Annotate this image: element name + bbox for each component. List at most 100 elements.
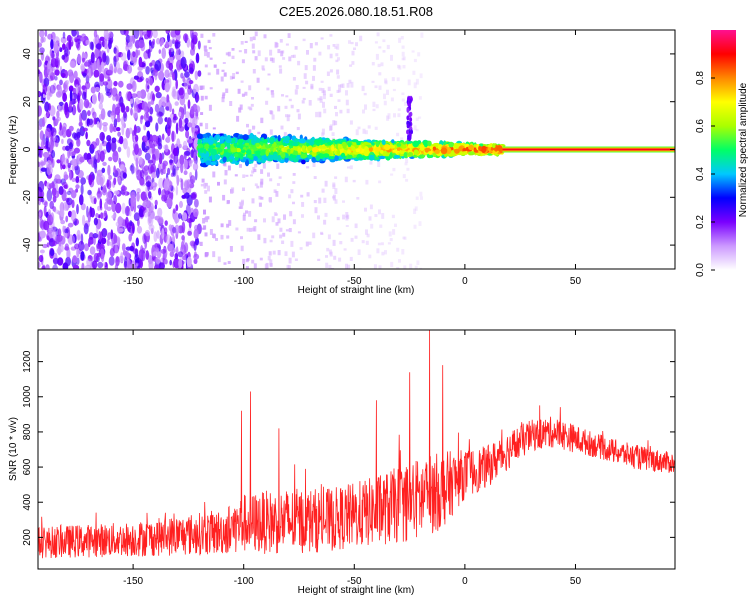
faint-noise-cell bbox=[326, 71, 330, 76]
noise-cell bbox=[122, 250, 128, 256]
noise-cell bbox=[139, 169, 145, 179]
noise-cell bbox=[106, 179, 112, 190]
faint-noise-cell bbox=[204, 95, 208, 100]
noise-cell bbox=[48, 209, 51, 216]
faint-noise-cell bbox=[380, 242, 384, 246]
echo-cell bbox=[432, 152, 437, 157]
noise-cell bbox=[164, 227, 168, 235]
noise-cell bbox=[173, 113, 177, 119]
faint-noise-cell bbox=[253, 226, 257, 232]
faint-noise-cell bbox=[350, 81, 354, 88]
faint-noise-cell bbox=[401, 51, 405, 57]
noise-cell bbox=[149, 62, 153, 67]
noise-cell bbox=[126, 222, 131, 232]
faint-noise-cell bbox=[362, 128, 366, 134]
noise-cell bbox=[167, 167, 171, 176]
noise-cell bbox=[83, 98, 90, 109]
noise-cell bbox=[134, 258, 140, 264]
noise-cell bbox=[187, 230, 193, 236]
faint-noise-cell bbox=[224, 146, 228, 150]
faint-noise-cell bbox=[362, 109, 365, 114]
noise-cell bbox=[50, 39, 54, 50]
noise-cell bbox=[64, 101, 69, 113]
noise-cell bbox=[85, 131, 88, 140]
noise-cell bbox=[145, 66, 150, 75]
noise-cell bbox=[157, 207, 163, 218]
echo-cell bbox=[496, 145, 503, 151]
faint-noise-cell bbox=[401, 249, 405, 255]
noise-cell bbox=[134, 143, 139, 156]
faint-noise-cell bbox=[246, 258, 250, 261]
faint-noise-cell bbox=[282, 57, 286, 60]
faint-noise-cell bbox=[363, 92, 367, 96]
faint-noise-cell bbox=[390, 97, 394, 102]
faint-noise-cell bbox=[265, 100, 269, 105]
echo-cell bbox=[242, 134, 249, 141]
noise-cell bbox=[107, 164, 111, 177]
faint-noise-cell bbox=[350, 41, 354, 45]
faint-noise-cell bbox=[251, 170, 255, 174]
faint-noise-cell bbox=[413, 125, 417, 131]
faint-noise-cell bbox=[351, 61, 355, 65]
noise-cell bbox=[193, 36, 197, 45]
snr-x-tick-label: -150 bbox=[123, 576, 143, 587]
faint-noise-cell bbox=[374, 85, 378, 89]
faint-noise-cell bbox=[256, 77, 260, 83]
faint-noise-cell bbox=[288, 98, 292, 102]
noise-cell bbox=[184, 180, 190, 191]
faint-noise-cell bbox=[222, 62, 226, 64]
noise-cell bbox=[81, 109, 87, 121]
noise-cell bbox=[94, 86, 101, 92]
noise-cell bbox=[64, 243, 69, 251]
snr-y-tick-label: 1000 bbox=[22, 385, 33, 408]
noise-cell bbox=[50, 212, 55, 223]
noise-cell bbox=[137, 66, 143, 71]
echo-cell bbox=[393, 155, 401, 159]
noise-cell bbox=[160, 168, 165, 175]
faint-noise-cell bbox=[345, 90, 348, 96]
faint-noise-cell bbox=[392, 229, 396, 235]
noise-cell bbox=[42, 151, 50, 158]
faint-noise-cell bbox=[292, 173, 296, 176]
noise-cell bbox=[99, 73, 105, 82]
faint-noise-cell bbox=[239, 104, 243, 110]
faint-noise-cell bbox=[412, 70, 416, 75]
faint-noise-cell bbox=[390, 54, 393, 61]
noise-cell bbox=[76, 138, 81, 147]
faint-noise-cell bbox=[334, 120, 338, 126]
noise-cell bbox=[152, 181, 155, 187]
noise-cell bbox=[71, 235, 75, 244]
noise-cell bbox=[195, 52, 200, 64]
noise-cell bbox=[172, 208, 176, 214]
noise-cell bbox=[154, 59, 162, 72]
faint-noise-cell bbox=[405, 178, 409, 182]
noise-cell bbox=[184, 71, 190, 78]
noise-cell bbox=[115, 106, 121, 116]
noise-cell bbox=[71, 104, 77, 116]
faint-noise-cell bbox=[257, 234, 261, 240]
faint-noise-cell bbox=[281, 240, 285, 244]
faint-noise-cell bbox=[346, 108, 350, 114]
noise-cell bbox=[119, 96, 124, 107]
faint-noise-cell bbox=[398, 65, 402, 70]
noise-cell bbox=[135, 49, 139, 59]
faint-noise-cell bbox=[254, 219, 258, 223]
faint-noise-cell bbox=[386, 44, 390, 50]
noise-cell bbox=[151, 134, 158, 142]
faint-noise-cell bbox=[286, 116, 290, 122]
noise-cell bbox=[155, 122, 159, 132]
noise-cell bbox=[193, 228, 199, 240]
noise-cell bbox=[120, 252, 124, 262]
noise-cell bbox=[120, 164, 125, 172]
faint-noise-cell bbox=[382, 50, 386, 53]
snr-axes: -150 -100 -50 0 50 200 400 600 800 1000 1200 bbox=[22, 330, 675, 587]
noise-cell bbox=[121, 104, 126, 113]
noise-cell bbox=[175, 247, 179, 254]
noise-cell bbox=[55, 118, 59, 124]
noise-cell bbox=[76, 94, 80, 102]
noise-cell bbox=[155, 167, 160, 179]
echo-cell bbox=[291, 154, 297, 159]
noise-cell bbox=[106, 78, 113, 90]
faint-noise-cell bbox=[291, 251, 295, 258]
noise-cell bbox=[80, 251, 85, 261]
